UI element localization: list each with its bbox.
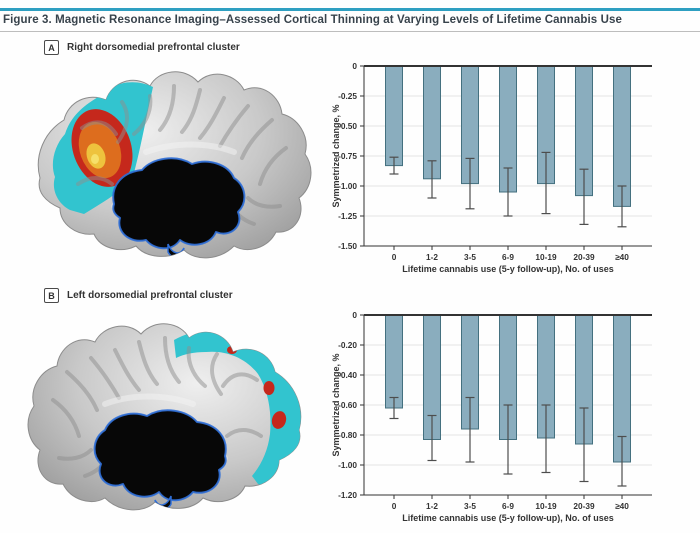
- red-spot: [263, 381, 275, 395]
- y-tick-label: -0.75: [338, 151, 357, 161]
- panel-a-caption: Right dorsomedial prefrontal cluster: [67, 42, 240, 53]
- y-tick-label: -1.00: [338, 460, 357, 470]
- bar-chart-panel-b: 0 -0.20 -0.40 -0.60 -0.80 -1.00 -1.20 0 1-2 3-5 6-…: [330, 303, 674, 535]
- ventricle-region: [112, 157, 246, 250]
- cyan-highlight-region: [174, 330, 301, 485]
- x-tick-label: ≥40: [615, 252, 629, 262]
- bar-chart-panel-a: 0 -0.25 -0.50 -0.75 -1.00 -1.25 -1.50 0 1-2 3-5 6-…: [330, 54, 674, 286]
- y-tick-label: -0.20: [338, 340, 357, 350]
- y-tick-label: -1.00: [338, 181, 357, 191]
- x-tick-label: ≥40: [615, 501, 629, 511]
- ventricle-region: [93, 409, 227, 502]
- y-tick-label: 0: [352, 61, 357, 71]
- hot-cluster-core: [91, 154, 99, 164]
- x-tick-label: 6-9: [502, 501, 514, 511]
- panel-b-caption: Left dorsomedial prefrontal cluster: [67, 290, 233, 301]
- brain-image-left-medial: [22, 308, 317, 521]
- panel-a-key: A: [44, 40, 59, 55]
- panel-b-header: B Left dorsomedial prefrontal cluster: [44, 288, 233, 303]
- red-spot: [227, 346, 237, 354]
- sulci-lines: [51, 336, 263, 494]
- title-divider: [0, 31, 700, 32]
- y-tick-label: -0.60: [338, 400, 357, 410]
- left-hemisphere-medial-brain-icon: [27, 323, 302, 511]
- x-axis-label: Lifetime cannabis use (5-y follow-up), N…: [402, 513, 614, 523]
- bar: [613, 65, 631, 207]
- x-tick-label: 1-2: [426, 252, 438, 262]
- y-axis-label: Symmetrized change, %: [331, 353, 341, 456]
- y-tick-label: 0: [352, 310, 357, 320]
- y-axis-label: Symmetrized change, %: [331, 104, 341, 207]
- x-tick-label: 10-19: [535, 252, 557, 262]
- x-tick-label: 3-5: [464, 501, 476, 511]
- y-tick-label: -0.40: [338, 370, 357, 380]
- y-tick-label: -1.20: [338, 490, 357, 500]
- bar-chart-svg: 0 -0.25 -0.50 -0.75 -1.00 -1.25 -1.50 0 1-2 3-5 6-…: [331, 61, 652, 274]
- brain-image-right-medial: [22, 56, 317, 269]
- x-tick-label: 0: [392, 252, 397, 262]
- red-spot: [271, 411, 287, 429]
- x-tick-label: 20-39: [573, 252, 595, 262]
- y-tick-label: -1.50: [338, 241, 357, 251]
- bar: [385, 65, 403, 167]
- bar-chart-svg: 0 -0.20 -0.40 -0.60 -0.80 -1.00 -1.20 0 1-2 3-5 6-…: [331, 310, 652, 523]
- x-tick-label: 20-39: [573, 501, 595, 511]
- x-tick-label: 1-2: [426, 501, 438, 511]
- right-hemisphere-medial-brain-icon: [37, 71, 312, 259]
- bar: [385, 314, 403, 409]
- x-tick-label: 6-9: [502, 252, 514, 262]
- y-tick-label: -0.50: [338, 121, 357, 131]
- x-tick-label: 3-5: [464, 252, 476, 262]
- y-tick-label: -0.25: [338, 91, 357, 101]
- panel-b-key: B: [44, 288, 59, 303]
- x-tick-label: 0: [392, 501, 397, 511]
- x-axis-label: Lifetime cannabis use (5-y follow-up), N…: [402, 264, 614, 274]
- x-tick-label: 10-19: [535, 501, 557, 511]
- panel-a-header: A Right dorsomedial prefrontal cluster: [44, 40, 240, 55]
- y-tick-label: -0.80: [338, 430, 357, 440]
- top-accent-rule: [0, 8, 700, 11]
- y-tick-label: -1.25: [338, 211, 357, 221]
- figure-title: Figure 3. Magnetic Resonance Imaging–Ass…: [3, 14, 622, 26]
